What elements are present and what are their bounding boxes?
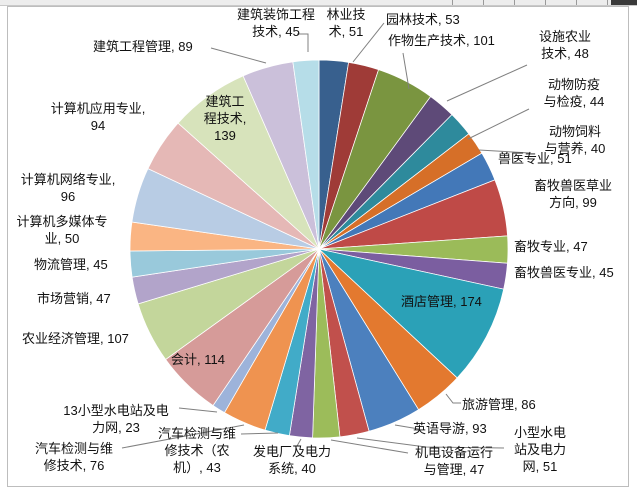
column-separator xyxy=(545,0,546,5)
slice-label-13: 小型水电 站及电力 网, 51 xyxy=(513,425,566,474)
slice-label-26: 建筑工 程技术, 139 xyxy=(203,94,247,143)
leader-line-5 xyxy=(478,149,531,154)
slice-label-9: 畜牧兽医专业, 45 xyxy=(514,265,614,280)
slice-label-12: 英语导游, 93 xyxy=(413,421,487,436)
slice-label-22: 物流管理, 45 xyxy=(34,257,108,272)
leader-line-12 xyxy=(394,424,420,430)
slice-label-3: 设施农业 技术, 48 xyxy=(538,29,591,61)
column-separator xyxy=(514,0,515,5)
window-corner xyxy=(611,0,637,5)
leader-line-27 xyxy=(210,47,267,64)
column-separator xyxy=(607,0,608,5)
slice-label-10: 酒店管理, 174 xyxy=(401,294,482,309)
leader-line-11 xyxy=(445,393,461,404)
leader-line-16 xyxy=(240,432,279,435)
pie-slice-10[interactable] xyxy=(317,248,505,379)
column-separator xyxy=(483,0,484,5)
column-separator xyxy=(452,0,453,5)
leader-line-4 xyxy=(467,108,530,140)
slice-label-8: 畜牧专业, 47 xyxy=(514,239,588,254)
slice-label-0: 林业技 术, 51 xyxy=(326,7,366,39)
pie-slice-28[interactable] xyxy=(292,59,320,250)
slice-label-28: 建筑装饰工程 技术, 45 xyxy=(236,7,315,39)
leader-line-3 xyxy=(446,64,528,102)
slice-label-14: 机电设备运行 与管理, 47 xyxy=(414,445,493,477)
slice-label-16: 汽车检测与维 修技术（农 机）, 43 xyxy=(157,426,236,475)
slice-label-5: 动物饲料 与营养, 40 xyxy=(544,124,606,156)
column-separator xyxy=(576,0,577,5)
slice-label-27: 建筑工程管理, 89 xyxy=(93,39,193,54)
slice-label-7: 畜牧兽医草业 方向, 99 xyxy=(533,178,612,210)
leader-line-28 xyxy=(297,33,309,52)
leader-line-15 xyxy=(296,438,302,447)
slice-label-17: 汽车检测与维 修技术, 76 xyxy=(34,441,113,473)
leader-line-1 xyxy=(352,22,385,63)
slice-label-6: 兽医专业, 51 xyxy=(498,151,572,166)
leader-line-17 xyxy=(121,424,245,449)
pie-chart xyxy=(121,22,531,454)
leader-line-2 xyxy=(402,52,410,90)
slice-label-11: 旅游管理, 86 xyxy=(462,397,536,412)
slice-label-24: 计算机网络专业, 96 xyxy=(20,172,116,204)
slice-label-25: 计算机应用专业, 94 xyxy=(50,101,146,133)
leader-line-18 xyxy=(178,407,218,413)
slice-label-2: 作物生产技术, 101 xyxy=(388,33,495,48)
slice-label-15: 发电厂及电力 系统, 40 xyxy=(252,444,331,476)
slice-label-4: 动物防疫 与检疫, 44 xyxy=(543,77,605,109)
slice-label-20: 农业经济管理, 107 xyxy=(22,331,129,346)
slice-label-19: 会计, 114 xyxy=(171,352,225,367)
slice-label-23: 计算机多媒体专 业, 50 xyxy=(16,214,108,246)
leader-line-13 xyxy=(356,437,505,449)
pie-chart-area[interactable]: 林业技 术, 51 园林技术, 53 作物生产技术, 101 设施农业 技术, 48 动… xyxy=(7,6,629,487)
leader-line-14 xyxy=(330,439,409,454)
excel-ui-strip xyxy=(0,0,637,6)
slice-label-21: 市场营销, 47 xyxy=(37,291,111,306)
slice-label-18: 13小型水电站及电 力网, 23 xyxy=(63,403,169,435)
slice-label-1: 园林技术, 53 xyxy=(386,12,460,27)
